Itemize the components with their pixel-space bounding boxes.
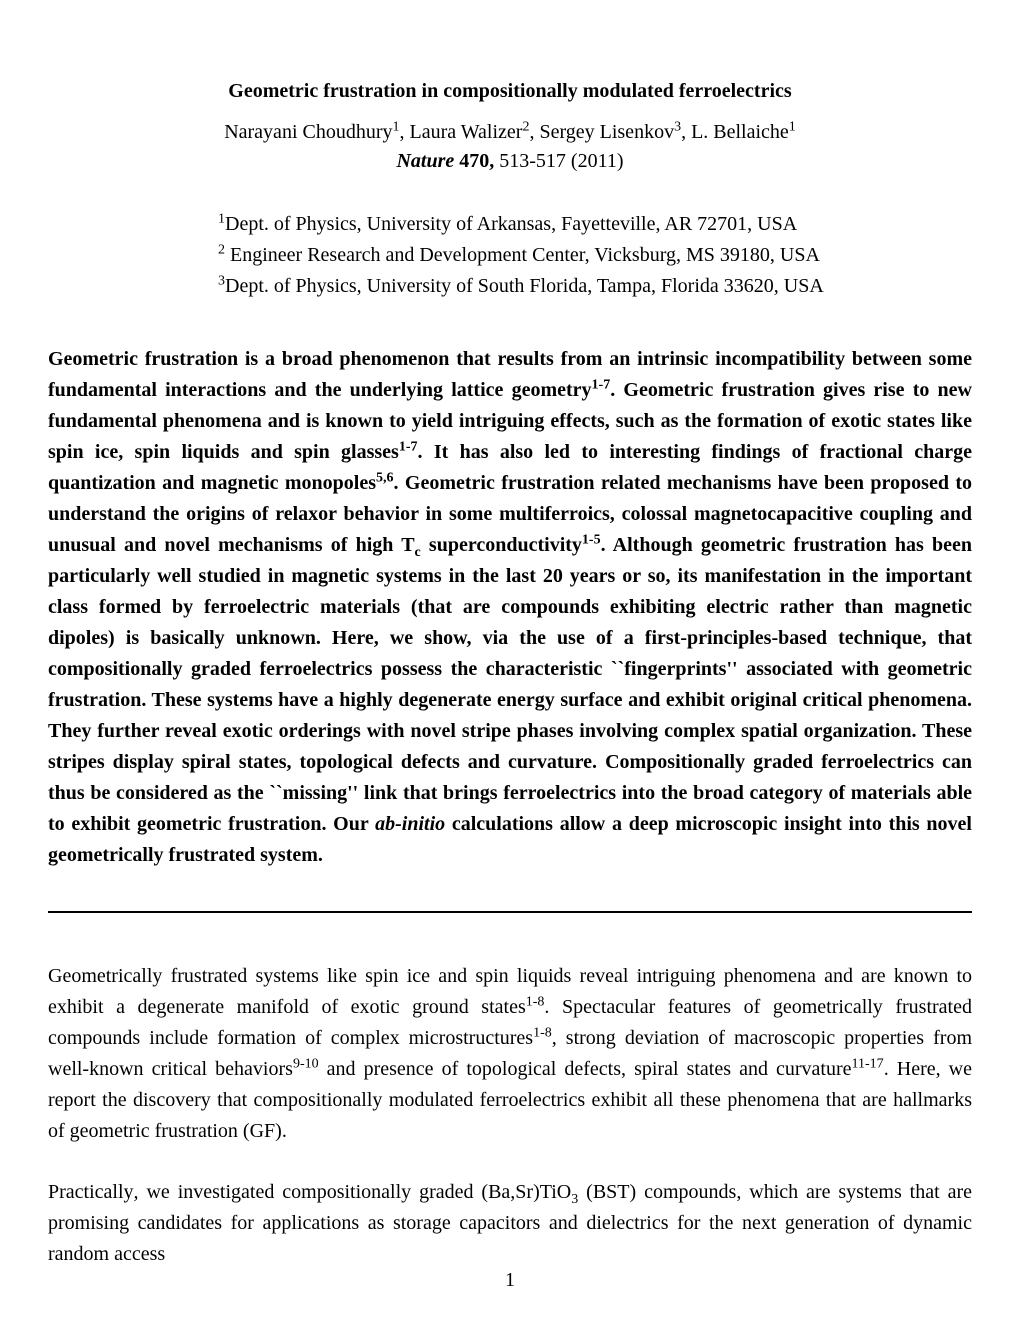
journal-pages: 513-517 (2011) — [499, 150, 623, 172]
authors-line: Narayani Choudhury1, Laura Walizer2, Ser… — [48, 121, 972, 144]
affiliations-block: 1Dept. of Physics, University of Arkansa… — [218, 209, 972, 302]
body-paragraph-2: Practically, we investigated composition… — [48, 1177, 972, 1270]
journal-volume: 470, — [459, 150, 494, 172]
page-number: 1 — [0, 1269, 1020, 1292]
body-paragraph-1: Geometrically frustrated systems like sp… — [48, 961, 972, 1147]
abstract-text: Geometric frustration is a broad phenome… — [48, 344, 972, 871]
journal-name: Nature — [396, 150, 454, 172]
section-divider — [48, 911, 972, 913]
body-text: Geometrically frustrated systems like sp… — [48, 961, 972, 1270]
paper-title: Geometric frustration in compositionally… — [48, 80, 972, 103]
affiliation-3: 3Dept. of Physics, University of South F… — [218, 271, 972, 302]
affiliation-1: 1Dept. of Physics, University of Arkansa… — [218, 209, 972, 240]
page: Geometric frustration in compositionally… — [0, 0, 1020, 1320]
citation-line: Nature 470, 513-517 (2011) — [48, 150, 972, 173]
affiliation-2: 2 Engineer Research and Development Cent… — [218, 240, 972, 271]
